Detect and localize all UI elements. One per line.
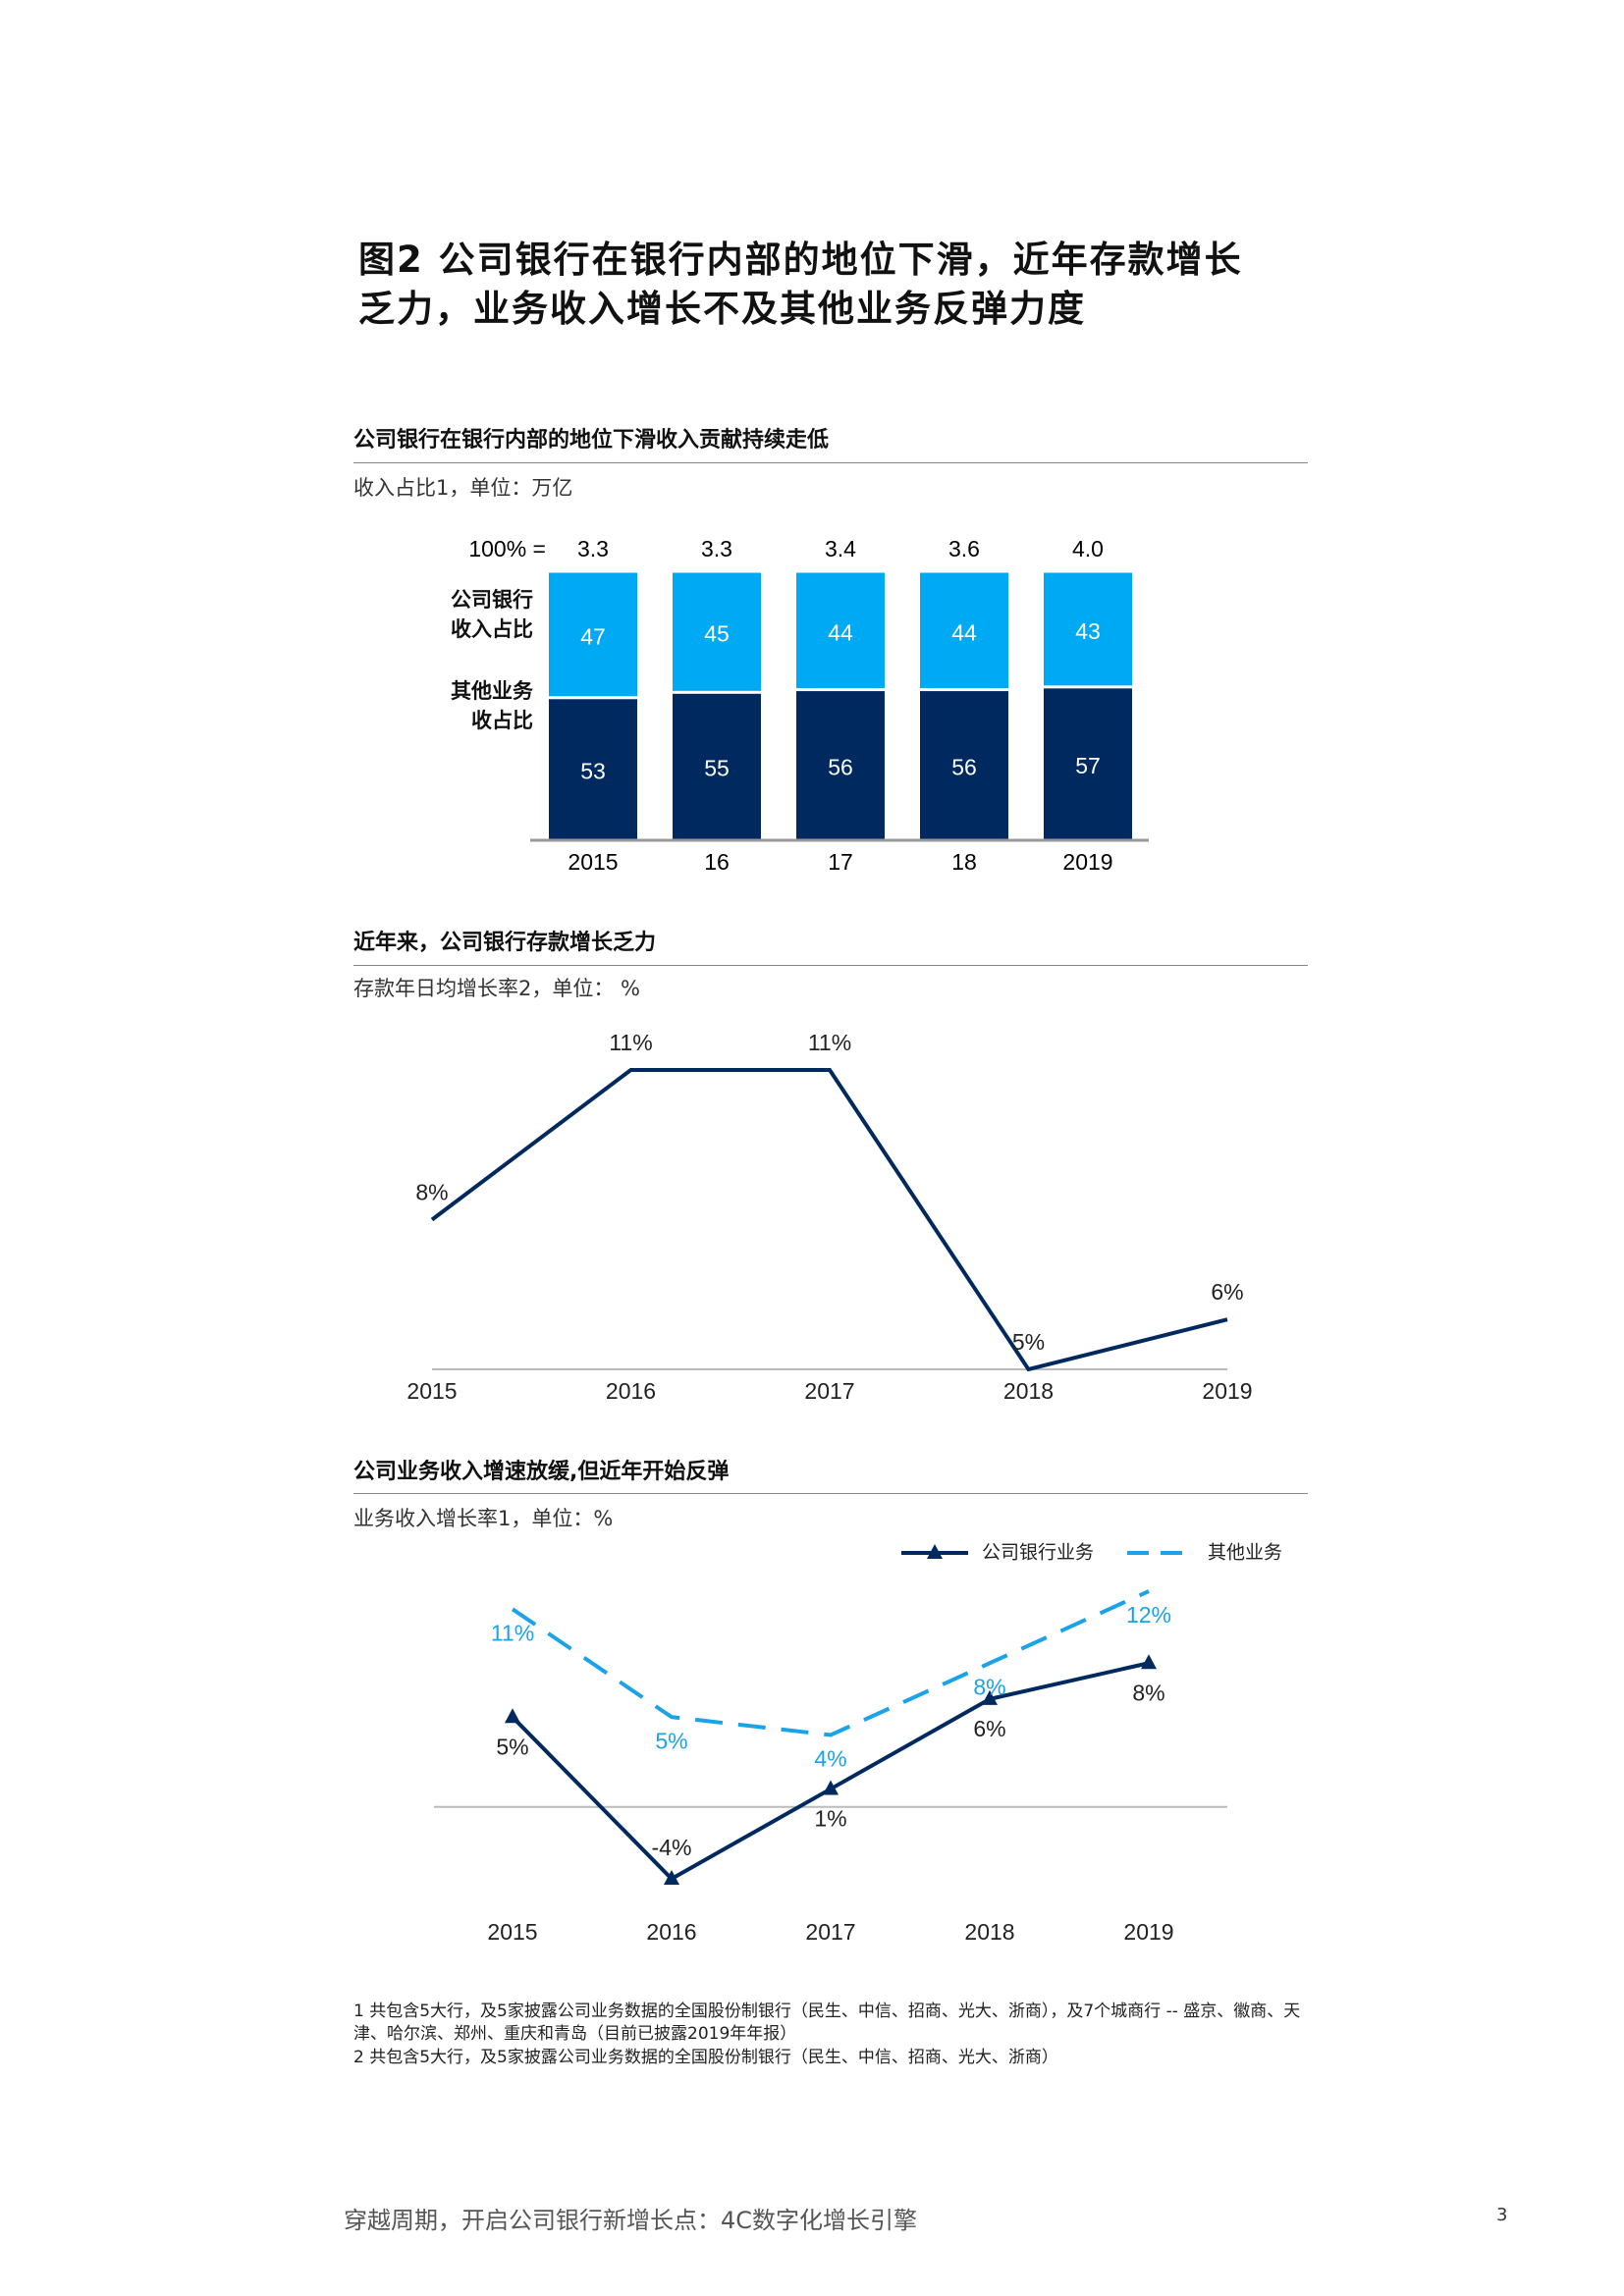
bar-value-label: 45 [704, 621, 730, 647]
legend-label: 其他业务 [1208, 1542, 1282, 1564]
x-tick-label: 18 [951, 849, 977, 875]
total-label: 3.3 [701, 536, 732, 561]
totals-caption: 100% = [468, 536, 546, 561]
x-tick-label: 2015 [568, 849, 618, 875]
point-marker [823, 1780, 839, 1795]
data-label: 11% [491, 1620, 534, 1645]
rule [353, 462, 1308, 463]
total-label: 3.4 [825, 536, 856, 561]
bar-value-label: 56 [951, 754, 977, 779]
point-marker [505, 1708, 520, 1724]
bar-segment [549, 572, 637, 697]
data-label: 5% [496, 1734, 528, 1759]
series-label: 公司银行收入占比 [451, 588, 533, 641]
figure-title: 图2 公司银行在银行内部的地位下滑，近年存款增长乏力，业务收入增长不及其他业务反… [358, 239, 1243, 330]
data-label: 8% [415, 1180, 448, 1205]
chart-subtitle: 收入占比1，单位：万亿 [353, 476, 573, 500]
chart-title: 近年来，公司银行存款增长乏力 [353, 931, 657, 955]
data-label: 5% [655, 1728, 687, 1753]
bar-segment [673, 572, 761, 691]
point-marker [982, 1689, 998, 1705]
bar-value-label: 47 [580, 623, 606, 649]
point-marker [1141, 1654, 1157, 1670]
series-label: 其他业务收占比 [451, 679, 533, 732]
footnote: 2 共包含5大行，及5家披露公司业务数据的全国股份制银行（民生、中信、招商、光大… [353, 2048, 1058, 2067]
legend-marker [927, 1544, 943, 1559]
legend-label: 公司银行业务 [982, 1542, 1094, 1564]
footer: 穿越周期，开启公司银行新增长点：4C数字化增长引擎 [344, 2207, 918, 2234]
bar-value-label: 44 [951, 619, 977, 645]
page-number: 3 [1496, 2205, 1508, 2225]
x-tick-label: 2019 [1062, 849, 1112, 875]
data-label: 6% [973, 1716, 1005, 1741]
bar-segment [673, 693, 761, 839]
x-tick-label: 2016 [646, 1919, 696, 1945]
data-label: 5% [1012, 1329, 1045, 1355]
point-marker [664, 1870, 679, 1885]
x-tick-label: 2016 [606, 1378, 656, 1404]
bar-segment [1044, 572, 1132, 686]
data-label: 4% [814, 1746, 846, 1772]
chart-title: 公司银行在银行内部的地位下滑收入贡献持续走低 [353, 428, 830, 453]
bar-segment [920, 572, 1008, 689]
chart-subtitle: 业务收入增长率1，单位：% [353, 1507, 614, 1530]
bar-value-label: 55 [704, 756, 730, 781]
data-label: 1% [814, 1806, 846, 1832]
footnote: 1 共包含5大行，及5家披露公司业务数据的全国股份制银行（民生、中信、招商、光大… [353, 2002, 1301, 2044]
x-tick-label: 2015 [406, 1378, 457, 1404]
x-tick-label: 2018 [964, 1919, 1014, 1945]
series-line [430, 1068, 1228, 1372]
x-tick-label: 2015 [487, 1919, 537, 1945]
x-tick-label: 2018 [1003, 1378, 1054, 1404]
x-tick-label: 17 [828, 849, 853, 875]
bar-segment [549, 699, 637, 839]
bar-segment [796, 691, 885, 839]
x-tick-label: 2017 [805, 1919, 855, 1945]
chart-subtitle: 存款年日均增长率2，单位： % [353, 977, 640, 1000]
chart-title: 公司业务收入增速放缓,但近年开始反弹 [353, 1460, 730, 1484]
bar-value-label: 53 [580, 758, 606, 783]
data-label: 6% [1211, 1279, 1243, 1305]
data-label: 8% [973, 1674, 1005, 1699]
series-line [511, 1589, 1150, 1737]
data-label: 8% [1132, 1680, 1164, 1705]
x-tick-label: 2019 [1202, 1378, 1252, 1404]
bar-segment [1044, 688, 1132, 839]
x-tick-label: 2019 [1123, 1919, 1173, 1945]
total-label: 3.3 [577, 536, 609, 561]
rule [353, 965, 1308, 966]
bar-value-label: 43 [1075, 618, 1101, 644]
bar-value-label: 56 [828, 754, 853, 779]
data-label: -4% [652, 1835, 692, 1860]
x-tick-label: 2017 [804, 1378, 854, 1404]
total-label: 4.0 [1072, 536, 1104, 561]
data-label: 12% [1126, 1602, 1171, 1628]
x-tick-label: 16 [704, 849, 730, 875]
total-label: 3.6 [948, 536, 980, 561]
data-label: 11% [609, 1030, 652, 1055]
rule [353, 1493, 1308, 1494]
bar-segment [920, 691, 1008, 839]
data-label: 11% [808, 1030, 851, 1055]
bar-value-label: 57 [1075, 753, 1101, 778]
bar-value-label: 44 [828, 619, 853, 645]
bar-segment [796, 572, 885, 689]
